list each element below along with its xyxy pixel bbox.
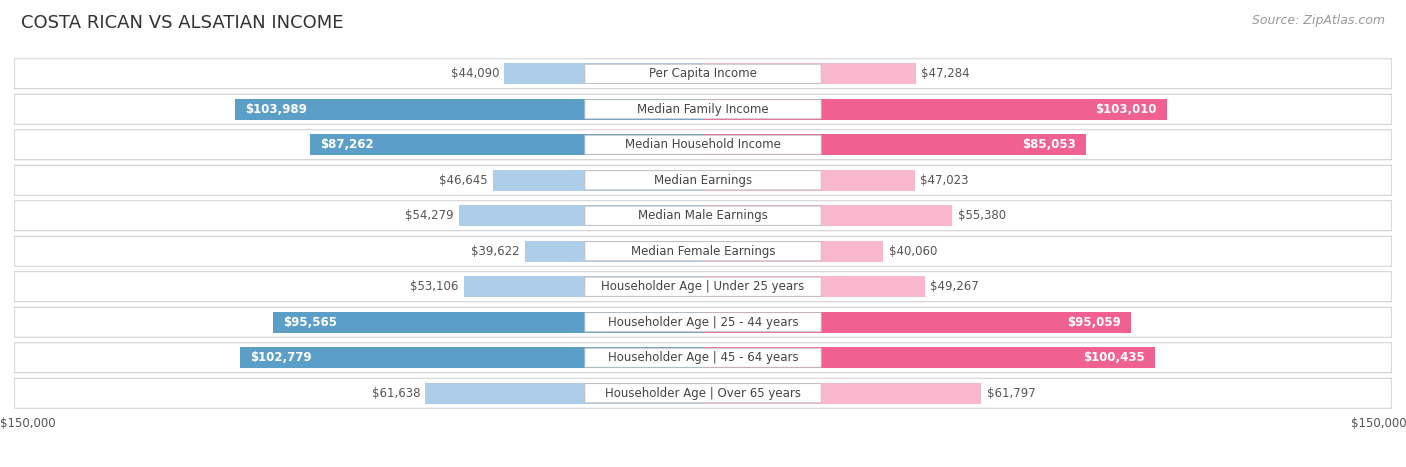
Bar (464, 276, 703, 297)
Text: $95,059: $95,059 (1067, 316, 1121, 329)
FancyBboxPatch shape (15, 343, 1391, 372)
Bar (703, 134, 1085, 156)
Bar (426, 382, 703, 404)
Text: Median Male Earnings: Median Male Earnings (638, 209, 768, 222)
FancyBboxPatch shape (15, 166, 1391, 195)
Bar (703, 276, 925, 297)
Text: Median Female Earnings: Median Female Earnings (631, 245, 775, 258)
Text: $85,053: $85,053 (1022, 138, 1076, 151)
FancyBboxPatch shape (15, 201, 1391, 230)
Text: $44,090: $44,090 (450, 67, 499, 80)
Text: $103,989: $103,989 (245, 103, 307, 116)
Bar (458, 205, 703, 226)
FancyBboxPatch shape (15, 308, 1391, 337)
Text: $95,565: $95,565 (283, 316, 337, 329)
FancyBboxPatch shape (14, 130, 1392, 160)
Bar (703, 205, 952, 226)
FancyBboxPatch shape (15, 379, 1391, 408)
Text: Median Household Income: Median Household Income (626, 138, 780, 151)
Text: $47,023: $47,023 (920, 174, 969, 187)
Text: $49,267: $49,267 (931, 280, 979, 293)
FancyBboxPatch shape (15, 130, 1391, 159)
FancyBboxPatch shape (14, 378, 1392, 408)
Text: Median Earnings: Median Earnings (654, 174, 752, 187)
Text: $53,106: $53,106 (411, 280, 458, 293)
Bar (273, 311, 703, 333)
Bar (524, 241, 703, 262)
Text: $47,284: $47,284 (921, 67, 970, 80)
FancyBboxPatch shape (14, 307, 1392, 337)
Text: $61,638: $61,638 (371, 387, 420, 400)
FancyBboxPatch shape (14, 59, 1392, 89)
Text: $102,779: $102,779 (250, 351, 312, 364)
FancyBboxPatch shape (585, 277, 821, 297)
FancyBboxPatch shape (585, 64, 821, 84)
FancyBboxPatch shape (585, 312, 821, 332)
Bar (703, 99, 1167, 120)
FancyBboxPatch shape (585, 99, 821, 119)
Text: $54,279: $54,279 (405, 209, 453, 222)
FancyBboxPatch shape (14, 272, 1392, 302)
Text: $103,010: $103,010 (1095, 103, 1157, 116)
Bar (703, 382, 981, 404)
FancyBboxPatch shape (585, 348, 821, 368)
Bar (311, 134, 703, 156)
Text: $40,060: $40,060 (889, 245, 938, 258)
Text: COSTA RICAN VS ALSATIAN INCOME: COSTA RICAN VS ALSATIAN INCOME (21, 14, 343, 32)
FancyBboxPatch shape (15, 272, 1391, 301)
Text: Householder Age | 25 - 44 years: Householder Age | 25 - 44 years (607, 316, 799, 329)
FancyBboxPatch shape (585, 135, 821, 155)
FancyBboxPatch shape (14, 236, 1392, 266)
Text: Householder Age | 45 - 64 years: Householder Age | 45 - 64 years (607, 351, 799, 364)
Bar (703, 170, 915, 191)
Bar (240, 347, 703, 368)
FancyBboxPatch shape (585, 170, 821, 190)
Bar (703, 241, 883, 262)
Text: Source: ZipAtlas.com: Source: ZipAtlas.com (1251, 14, 1385, 27)
Text: $39,622: $39,622 (471, 245, 519, 258)
Text: $61,797: $61,797 (987, 387, 1035, 400)
Bar (494, 170, 703, 191)
Text: Median Family Income: Median Family Income (637, 103, 769, 116)
FancyBboxPatch shape (585, 241, 821, 261)
Bar (703, 311, 1130, 333)
FancyBboxPatch shape (14, 165, 1392, 195)
FancyBboxPatch shape (15, 59, 1391, 88)
FancyBboxPatch shape (14, 94, 1392, 124)
Text: Per Capita Income: Per Capita Income (650, 67, 756, 80)
Text: $55,380: $55,380 (957, 209, 1005, 222)
Text: $100,435: $100,435 (1084, 351, 1144, 364)
FancyBboxPatch shape (15, 95, 1391, 124)
FancyBboxPatch shape (14, 343, 1392, 373)
Bar (703, 347, 1156, 368)
Bar (505, 63, 703, 85)
Bar (703, 63, 915, 85)
FancyBboxPatch shape (15, 237, 1391, 266)
FancyBboxPatch shape (585, 206, 821, 226)
Text: Householder Age | Over 65 years: Householder Age | Over 65 years (605, 387, 801, 400)
Bar (235, 99, 703, 120)
FancyBboxPatch shape (585, 383, 821, 403)
Text: $46,645: $46,645 (439, 174, 488, 187)
FancyBboxPatch shape (14, 201, 1392, 231)
Text: $87,262: $87,262 (321, 138, 374, 151)
Text: Householder Age | Under 25 years: Householder Age | Under 25 years (602, 280, 804, 293)
